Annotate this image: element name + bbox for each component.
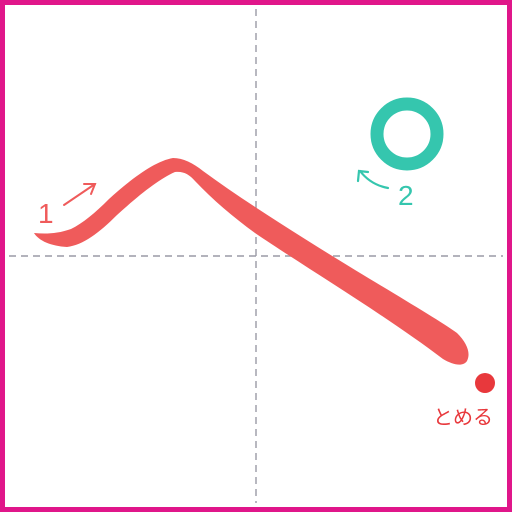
stroke-2-circle (370, 97, 444, 171)
arrow-up-right-icon (63, 183, 97, 206)
stroke-2-order-number: 2 (398, 180, 414, 211)
stop-marker-label: とめる (433, 407, 493, 429)
arrow-counterclockwise-icon (356, 169, 390, 190)
writing-canvas (9, 9, 503, 503)
stroke-1-path (34, 158, 469, 365)
dot-icon (475, 373, 495, 393)
stroke-1-order-number: 1 (38, 198, 54, 229)
